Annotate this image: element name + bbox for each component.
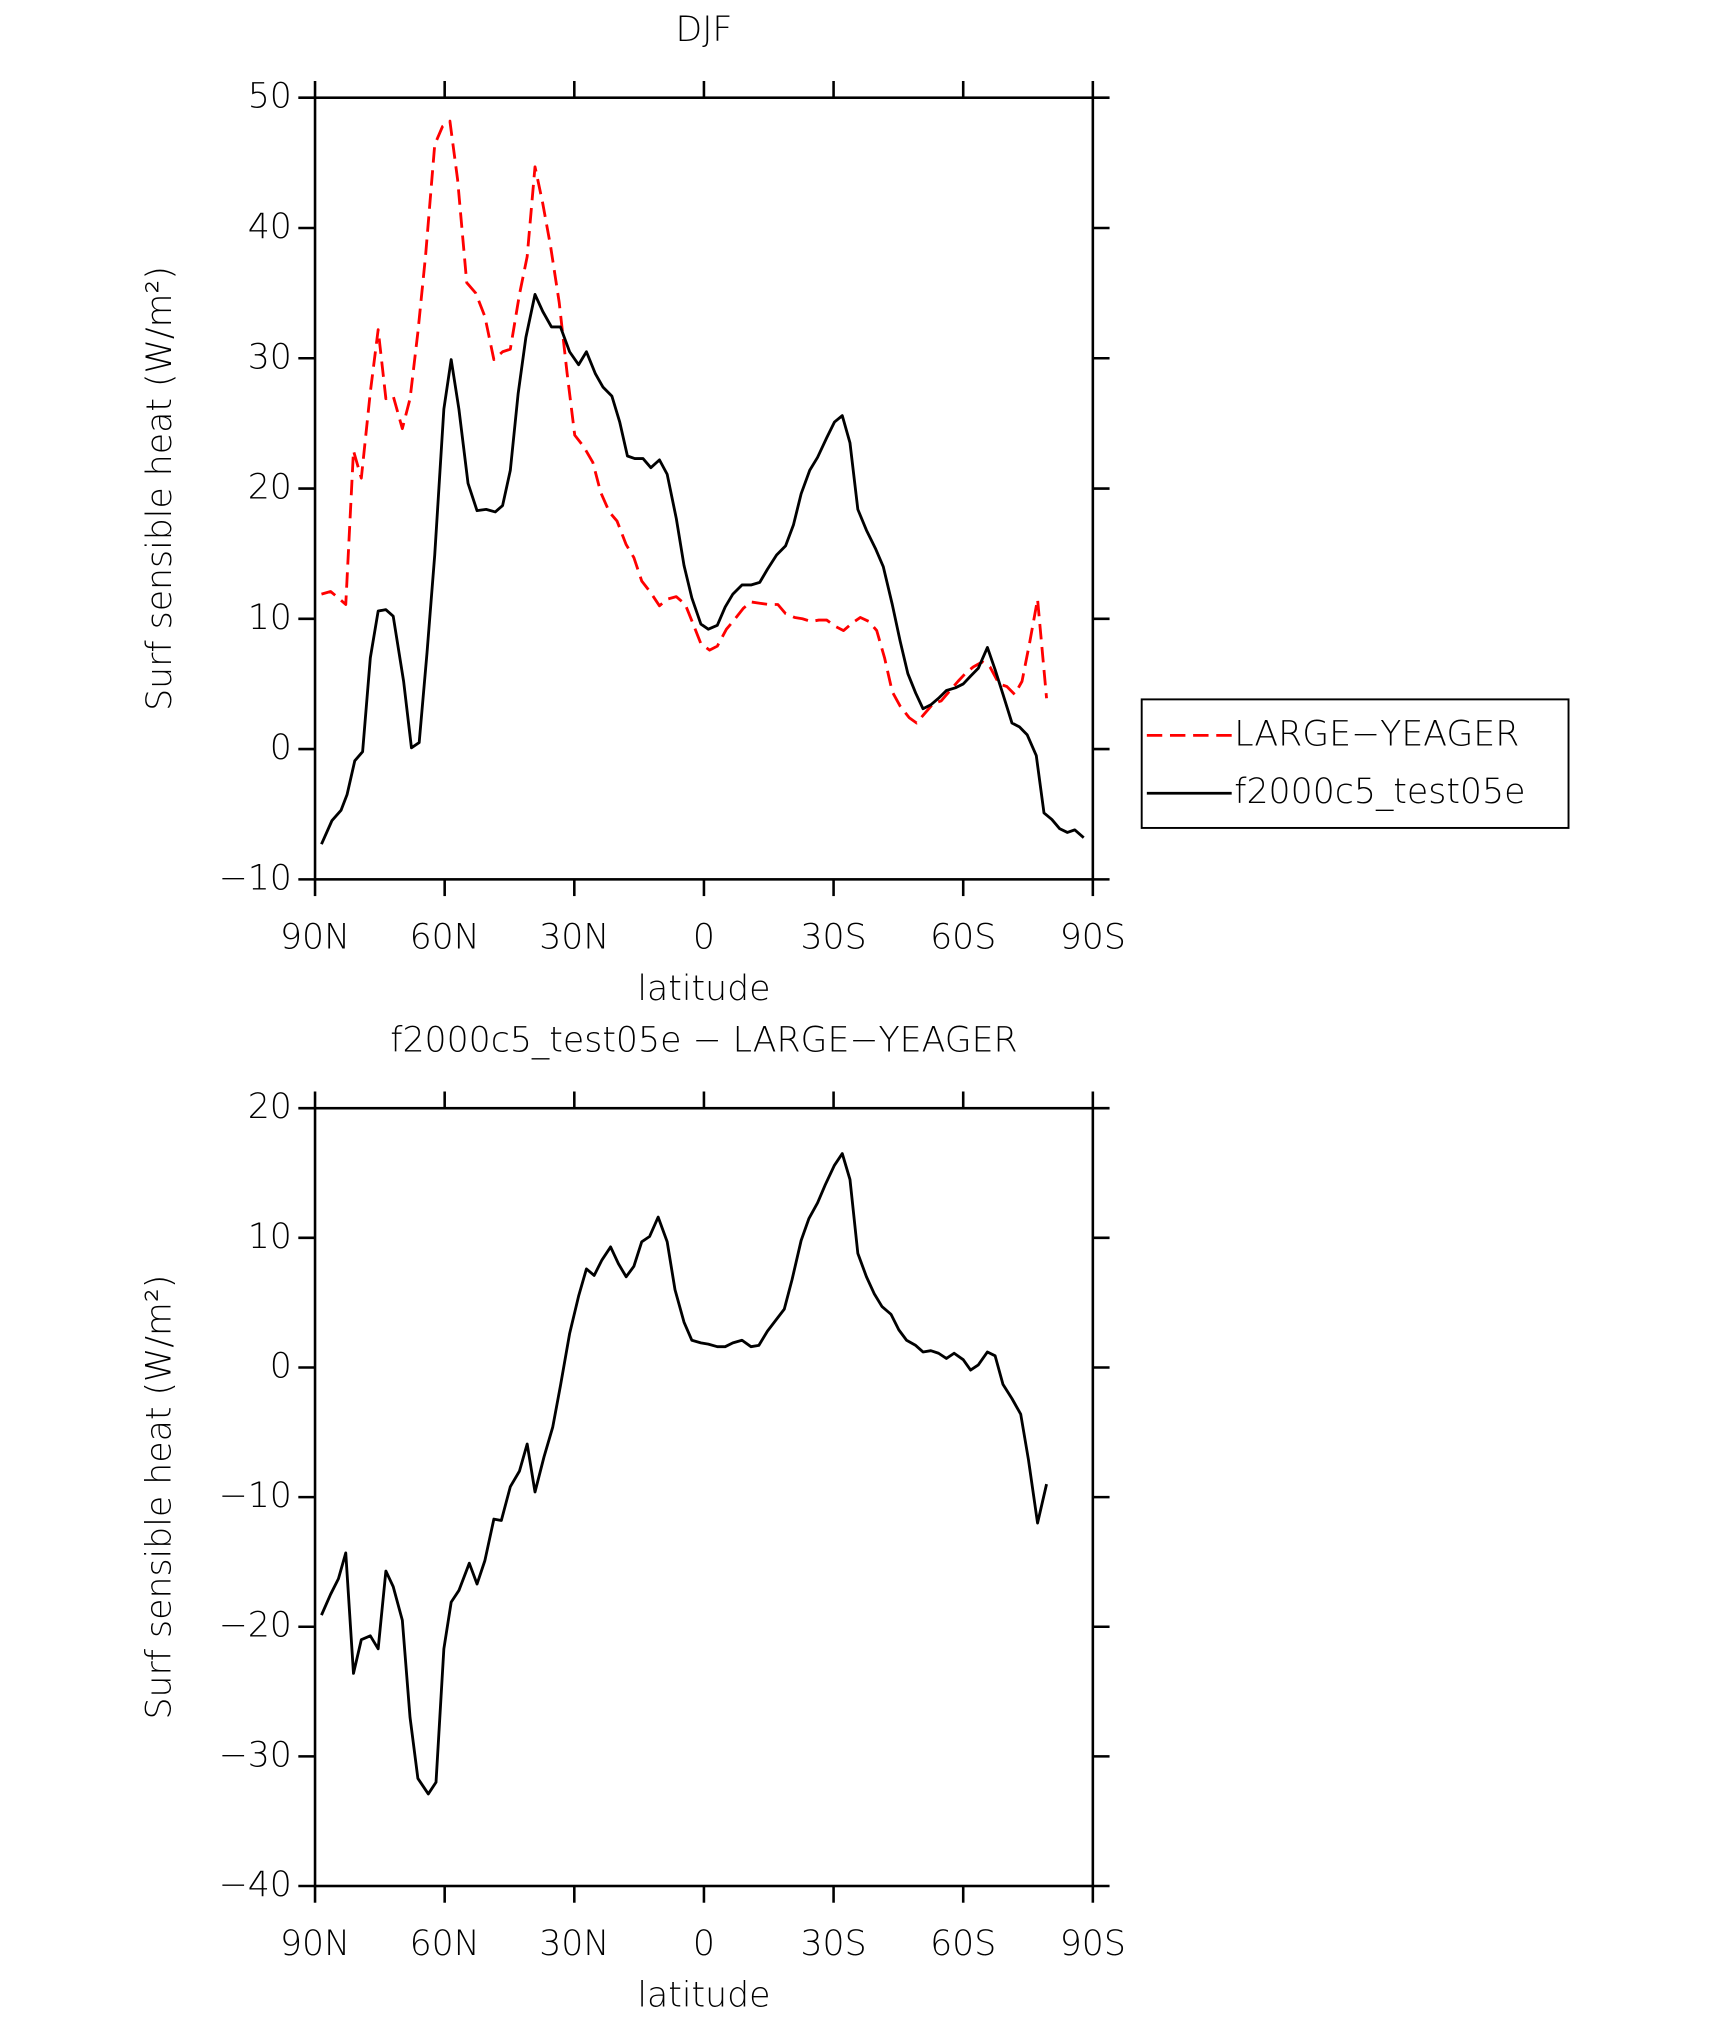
x-tick-label: 0	[693, 1924, 715, 1964]
y-tick-label: −10	[219, 1476, 292, 1516]
chart-title: f2000c5_test05e − LARGE−YEAGER	[390, 1020, 1017, 1060]
y-tick-label: 10	[248, 1217, 292, 1257]
x-tick-label: 60S	[930, 918, 996, 958]
x-tick-label: 30S	[800, 1924, 866, 1964]
y-tick-label: −10	[219, 858, 292, 898]
y-tick-label: 20	[248, 468, 292, 508]
x-tick-label: 90S	[1060, 1924, 1126, 1964]
x-tick-label: 90S	[1060, 918, 1126, 958]
y-tick-label: −40	[219, 1865, 292, 1905]
x-tick-label: 30N	[539, 918, 609, 958]
data-line	[320, 1152, 1048, 1796]
y-tick-label: 0	[270, 728, 292, 768]
x-tick-label: 60S	[930, 1924, 996, 1964]
x-tick-label: 60N	[410, 1924, 480, 1964]
x-tick-label: 90N	[280, 918, 350, 958]
y-tick-label: −20	[219, 1606, 292, 1646]
x-axis-label: latitude	[637, 1976, 770, 2016]
data-line	[321, 119, 1048, 725]
legend-box	[1140, 698, 1570, 829]
x-tick-label: 0	[693, 918, 715, 958]
plot-frame	[313, 1106, 1095, 1888]
y-tick-label: 50	[248, 77, 292, 117]
y-tick-label: −30	[219, 1735, 292, 1775]
plot-frame	[313, 96, 1095, 881]
legend-label: LARGE−YEAGER	[1234, 714, 1519, 754]
x-tick-label: 30S	[800, 918, 866, 958]
x-tick-label: 60N	[410, 918, 480, 958]
x-axis-label: latitude	[637, 969, 770, 1009]
data-line	[320, 292, 1085, 845]
y-tick-label: 10	[248, 598, 292, 638]
y-tick-label: 20	[248, 1087, 292, 1127]
y-axis-label: Surf sensible heat (W/m²)	[140, 266, 180, 711]
chart-title: DJF	[675, 10, 732, 50]
y-tick-label: 30	[248, 337, 292, 377]
x-tick-label: 30N	[539, 1924, 609, 1964]
x-tick-label: 90N	[280, 1924, 350, 1964]
y-axis-label: Surf sensible heat (W/m²)	[140, 1275, 180, 1720]
legend-label: f2000c5_test05e	[1234, 772, 1525, 812]
y-tick-label: 0	[270, 1346, 292, 1386]
y-tick-label: 40	[248, 207, 292, 247]
